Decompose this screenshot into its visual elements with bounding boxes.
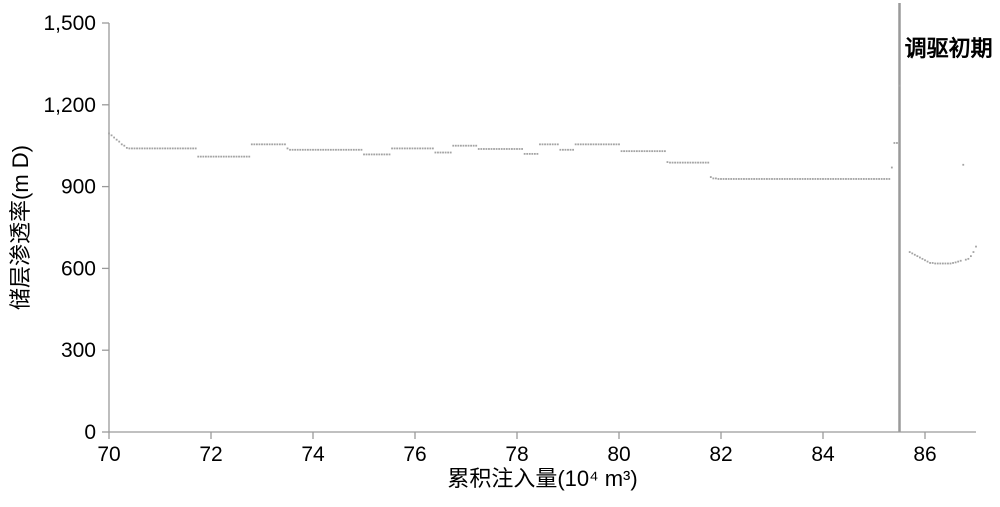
x-tick-label: 86: [913, 443, 936, 466]
y-tick-label: 600: [61, 257, 96, 280]
x-tick-label: 70: [97, 443, 120, 466]
y-tick-label: 300: [61, 339, 96, 362]
annotation-label: 调驱初期: [905, 36, 993, 61]
x-tick-label: 72: [199, 443, 222, 466]
y-tick-label: 1,200: [43, 94, 96, 117]
x-tick-label: 80: [607, 443, 630, 466]
y-tick-label: 0: [84, 421, 96, 444]
chart-container: 0 300 600 900 1,200 1,500 70 72 74 76 78 80 82 84 86 储层…: [0, 0, 1000, 507]
permeability-chart: 0 300 600 900 1,200 1,500 70 72 74 76 78 80 82 84 86 储层…: [0, 0, 1000, 507]
x-tick-label: 84: [811, 443, 835, 466]
x-tick-label: 76: [403, 443, 426, 466]
x-tick-label: 82: [709, 443, 732, 466]
y-tick-label: 900: [61, 176, 96, 199]
y-tick-label: 1,500: [43, 12, 96, 35]
y-axis-label: 储层渗透率(m D): [8, 145, 33, 310]
x-tick-label: 78: [505, 443, 528, 466]
x-axis-label: 累积注入量(10⁴ m³): [447, 466, 637, 491]
x-tick-label: 74: [301, 443, 325, 466]
